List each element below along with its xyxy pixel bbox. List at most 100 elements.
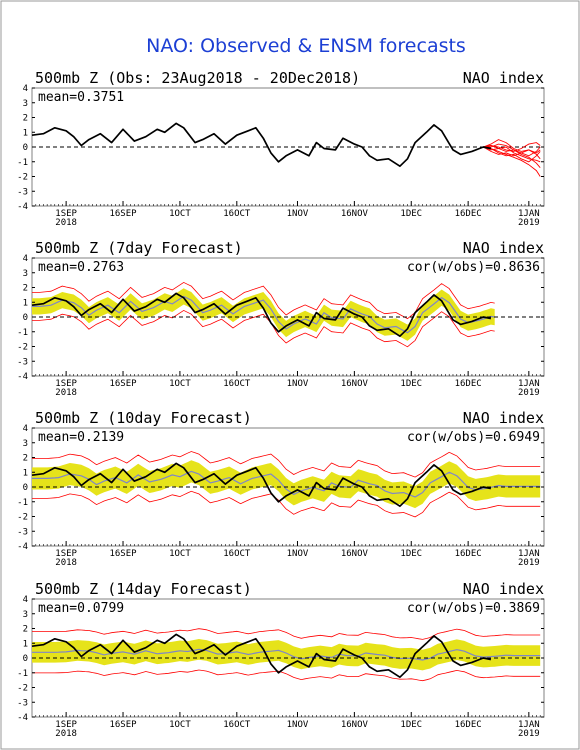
y-tick-label: -3 xyxy=(17,187,28,197)
panel-correlation: cor(w/obs)=0.6949 xyxy=(407,430,540,445)
x-tick-label: 16SEP xyxy=(109,209,137,219)
y-tick-label: 2 xyxy=(23,114,28,124)
panel-mean: mean=0.2139 xyxy=(38,430,124,445)
panel-title: 500mb Z (7day Forecast) xyxy=(35,239,243,257)
x-tick-label: 1JAN xyxy=(518,209,540,219)
x-tick-label: 1OCT xyxy=(169,379,191,389)
x-tick-label: 16DEC xyxy=(455,209,482,219)
y-tick-label: -3 xyxy=(17,357,28,367)
observed-nao-line xyxy=(31,462,492,508)
x-tick-year-label: 2018 xyxy=(55,558,77,568)
panel-index-label: NAO index xyxy=(463,409,544,427)
ensemble-member-line xyxy=(483,146,541,163)
y-tick-label: -4 xyxy=(17,202,28,212)
x-tick-label: 16NOV xyxy=(341,549,369,559)
panel-mean: mean=0.2763 xyxy=(38,260,124,275)
panel-10day: 500mb Z (10day Forecast) NAO index mean=… xyxy=(17,409,545,568)
y-tick-label: 0 xyxy=(23,483,28,493)
y-axis: 4 3 2 1 0 -1 -2 -3 -4 xyxy=(17,595,544,723)
x-tick-label: 1DEC xyxy=(400,209,422,219)
plot-marks xyxy=(31,628,544,682)
panel-14day: 500mb Z (14day Forecast) NAO index mean=… xyxy=(17,580,545,739)
panel-title: 500mb Z (Obs: 23Aug2018 - 20Dec2018) xyxy=(35,69,360,87)
y-tick-label: -2 xyxy=(17,513,28,523)
x-tick-label: 1SEP xyxy=(55,209,77,219)
x-tick-label: 1NOV xyxy=(287,209,309,219)
x-tick-label: 1DEC xyxy=(400,379,422,389)
y-tick-label: -2 xyxy=(17,684,28,694)
x-tick-year-label: 2018 xyxy=(55,729,77,739)
x-tick-label: 16SEP xyxy=(109,549,137,559)
y-tick-label: 2 xyxy=(23,454,28,464)
panel-index-label: NAO index xyxy=(463,580,544,598)
x-tick-label: 16OCT xyxy=(223,549,251,559)
panel-title: 500mb Z (10day Forecast) xyxy=(35,409,252,427)
ensemble-mean-line xyxy=(32,470,541,498)
x-tick-label: 1OCT xyxy=(169,549,191,559)
x-tick-label: 1NOV xyxy=(287,549,309,559)
y-tick-label: -4 xyxy=(17,542,28,552)
y-tick-label: -1 xyxy=(17,498,28,508)
x-tick-label: 1JAN xyxy=(518,720,540,730)
y-tick-label: 1 xyxy=(23,298,28,308)
x-tick-year-label: 2019 xyxy=(518,218,540,228)
y-tick-label: -1 xyxy=(17,328,28,338)
x-tick-label: 1SEP xyxy=(55,549,77,559)
y-tick-label: 1 xyxy=(23,639,28,649)
ensemble-member-line xyxy=(483,146,541,163)
member-envelope-upper xyxy=(32,281,495,320)
panel-observed: 500mb Z (Obs: 23Aug2018 - 20Dec2018) NAO… xyxy=(17,69,545,228)
observed-nao-line xyxy=(31,292,492,338)
x-tick-label: 1DEC xyxy=(400,720,422,730)
y-tick-label: 3 xyxy=(23,99,28,109)
y-tick-label: -2 xyxy=(17,173,28,183)
ensemble-member-line xyxy=(483,143,541,168)
x-tick-label: 1OCT xyxy=(169,720,191,730)
y-axis: 4 3 2 1 0 -1 -2 -3 -4 xyxy=(17,254,544,382)
plot-marks xyxy=(31,451,544,518)
y-axis: 4 3 2 1 0 -1 -2 -3 -4 xyxy=(17,424,544,552)
y-tick-label: 3 xyxy=(23,269,28,279)
x-tick-year-label: 2018 xyxy=(55,388,77,398)
panel-mean: mean=0.0799 xyxy=(38,601,124,616)
observed-nao-line xyxy=(31,633,492,679)
x-tick-label: 1OCT xyxy=(169,209,191,219)
plot-marks xyxy=(31,122,544,177)
panel-correlation: cor(w/obs)=0.8636 xyxy=(407,260,540,275)
x-tick-label: 16NOV xyxy=(341,720,369,730)
x-tick-label: 16OCT xyxy=(223,720,251,730)
x-tick-label: 16NOV xyxy=(341,209,369,219)
x-tick-label: 16OCT xyxy=(223,209,251,219)
panel-mean: mean=0.3751 xyxy=(38,90,124,105)
x-tick-label: 16DEC xyxy=(455,549,482,559)
x-tick-label: 1SEP xyxy=(55,720,77,730)
member-envelope-lower xyxy=(32,309,495,348)
ensemble-mean-line xyxy=(32,648,541,661)
ensemble-spread-band xyxy=(32,288,495,341)
x-tick-label: 1DEC xyxy=(400,549,422,559)
x-tick-year-label: 2019 xyxy=(518,558,540,568)
x-tick-label: 16DEC xyxy=(455,379,482,389)
ensemble-member-line xyxy=(483,139,541,154)
y-tick-label: 1 xyxy=(23,468,28,478)
plot-marks xyxy=(31,281,544,348)
y-tick-label: 0 xyxy=(23,654,28,664)
x-tick-label: 16NOV xyxy=(341,379,369,389)
y-tick-label: 2 xyxy=(23,625,28,635)
y-tick-label: 4 xyxy=(23,84,28,94)
member-envelope-upper xyxy=(32,451,541,478)
y-tick-label: -4 xyxy=(17,372,28,382)
y-axis: 4 3 2 1 0 -1 -2 -3 -4 xyxy=(17,84,544,212)
member-envelope-lower xyxy=(32,669,541,682)
panel-correlation: cor(w/obs)=0.3869 xyxy=(407,601,540,616)
x-tick-label: 16OCT xyxy=(223,379,251,389)
panel-title: 500mb Z (14day Forecast) xyxy=(35,580,252,598)
x-tick-label: 1JAN xyxy=(518,549,540,559)
y-tick-label: 3 xyxy=(23,439,28,449)
x-tick-label: 16DEC xyxy=(455,720,482,730)
